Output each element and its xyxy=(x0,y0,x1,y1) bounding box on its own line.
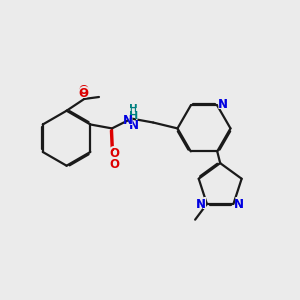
Text: N: N xyxy=(122,113,133,128)
Text: N: N xyxy=(217,97,229,112)
Text: N: N xyxy=(123,114,133,127)
Text: N: N xyxy=(234,199,244,212)
Text: O: O xyxy=(109,147,119,161)
Text: H: H xyxy=(129,111,138,121)
Text: H: H xyxy=(128,108,139,123)
Text: O: O xyxy=(78,87,88,100)
Text: H: H xyxy=(129,104,138,114)
Text: O: O xyxy=(77,85,89,100)
Text: O: O xyxy=(108,146,120,161)
Text: O: O xyxy=(78,84,88,97)
Text: N: N xyxy=(196,199,206,212)
Text: N: N xyxy=(218,98,228,111)
Text: N: N xyxy=(234,199,244,212)
Text: N: N xyxy=(129,118,139,132)
Text: N: N xyxy=(196,199,206,212)
Text: N: N xyxy=(218,98,228,111)
Text: N: N xyxy=(195,197,207,212)
Text: O: O xyxy=(109,158,119,171)
Text: N: N xyxy=(233,197,245,212)
